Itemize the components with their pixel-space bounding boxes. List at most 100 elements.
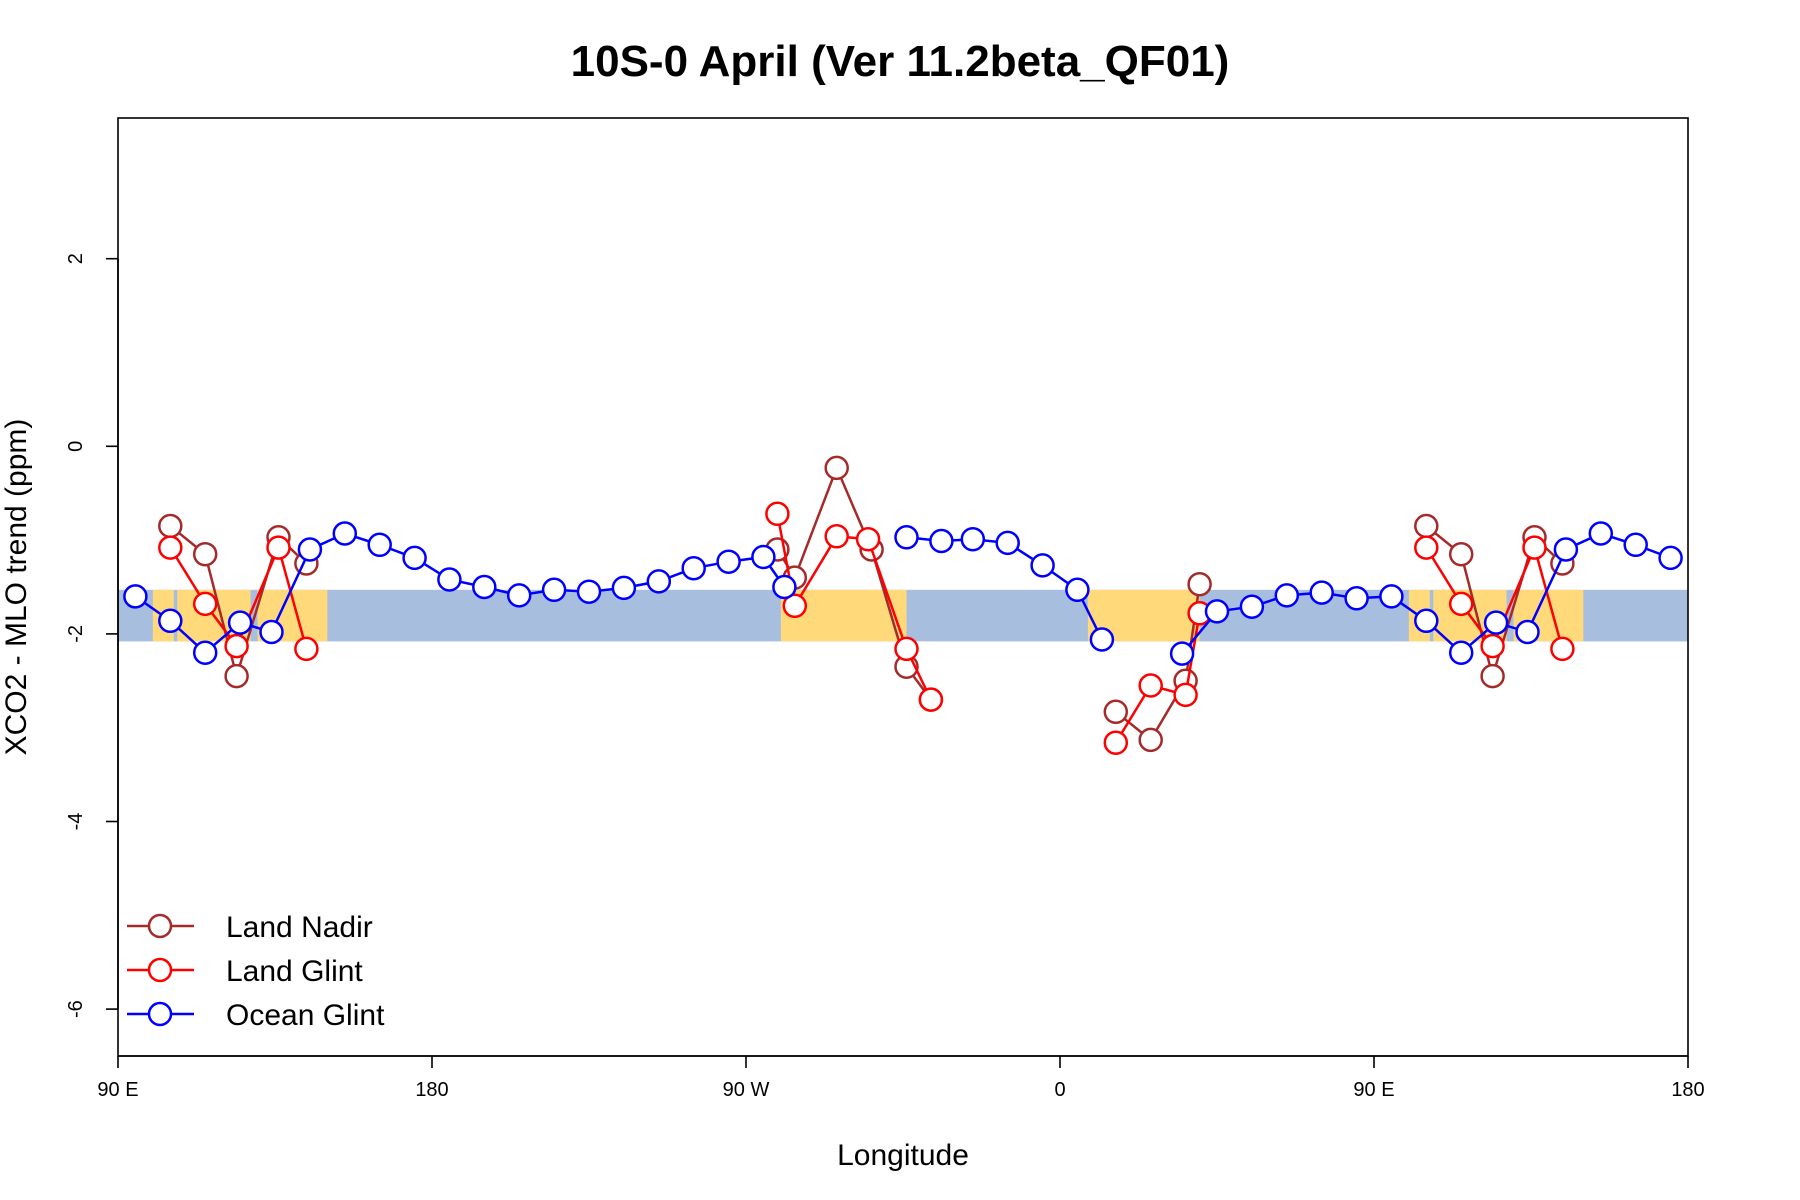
data-point xyxy=(1623,532,1648,558)
data-point xyxy=(541,577,567,603)
data-point xyxy=(1658,545,1683,571)
data-point xyxy=(1169,641,1195,666)
data-point xyxy=(1103,730,1129,755)
legend-marker-land-glint xyxy=(147,957,173,983)
data-point xyxy=(158,608,183,634)
data-point xyxy=(716,549,741,574)
data-point xyxy=(192,541,218,567)
data-point xyxy=(1204,599,1230,624)
data-point xyxy=(995,530,1020,556)
legend: Land Nadir Land Glint Ocean Glint xyxy=(127,911,385,1032)
data-point xyxy=(259,619,284,645)
data-point xyxy=(765,501,790,527)
data-point xyxy=(855,526,881,552)
data-point xyxy=(367,532,392,558)
series-ocean-glint xyxy=(123,521,1683,666)
x-tick-label: 0 xyxy=(1054,1079,1065,1101)
y-axis-title: XCO2 - MLO trend (ppm) xyxy=(0,419,33,756)
x-tick-label: 90 E xyxy=(97,1079,138,1101)
data-point xyxy=(1522,535,1547,560)
data-point xyxy=(929,528,954,554)
data-point xyxy=(1344,586,1369,611)
x-tick-label: 90 E xyxy=(1353,1079,1394,1101)
data-point xyxy=(1173,682,1198,708)
data-point xyxy=(1480,663,1505,689)
y-tick-label: -6 xyxy=(65,1000,87,1018)
data-point xyxy=(224,633,249,659)
x-tick-label: 90 W xyxy=(723,1079,770,1101)
data-point xyxy=(1448,640,1474,665)
data-point xyxy=(1187,571,1212,597)
y-tick-label: -2 xyxy=(65,625,87,643)
y-axis: 2 0 -2 -4 -6 xyxy=(65,253,119,1018)
data-point xyxy=(158,513,183,539)
data-point xyxy=(611,575,637,601)
data-point xyxy=(158,535,183,560)
data-point xyxy=(751,544,776,570)
data-point xyxy=(824,524,849,549)
data-point xyxy=(1588,521,1614,546)
data-point xyxy=(1550,636,1575,662)
legend-marker-ocean-glint xyxy=(147,1001,173,1027)
data-point xyxy=(1239,594,1265,619)
series-layer xyxy=(123,455,1683,755)
legend-label-ocean-glint: Ocean Glint xyxy=(226,999,385,1032)
legend-item-land-nadir: Land Nadir xyxy=(127,911,373,944)
data-point xyxy=(1483,610,1509,635)
data-point xyxy=(824,455,849,481)
data-point xyxy=(681,555,706,581)
data-point xyxy=(1138,727,1163,753)
data-point xyxy=(894,525,919,550)
data-point xyxy=(1138,673,1163,698)
data-point xyxy=(1448,541,1474,567)
data-point xyxy=(123,584,148,609)
y-tick-label: -4 xyxy=(65,813,87,831)
y-tick-label: 2 xyxy=(65,253,87,264)
data-point xyxy=(894,636,919,662)
legend-marker-land-nadir xyxy=(147,913,173,939)
data-point xyxy=(782,593,808,619)
data-point xyxy=(646,569,672,594)
data-point xyxy=(960,526,986,552)
x-tick-label: 180 xyxy=(415,1079,448,1101)
data-point xyxy=(1480,633,1505,659)
data-point xyxy=(192,591,218,617)
data-point xyxy=(1414,608,1439,634)
data-point xyxy=(472,574,497,600)
chart-title: 10S-0 April (Ver 11.2beta_QF01) xyxy=(571,37,1230,86)
data-point xyxy=(1309,580,1334,605)
data-point xyxy=(918,687,944,712)
legend-item-ocean-glint: Ocean Glint xyxy=(127,999,385,1032)
data-point xyxy=(437,567,462,592)
legend-item-land-glint: Land Glint xyxy=(127,955,363,988)
data-point xyxy=(1274,583,1300,608)
data-point xyxy=(772,574,797,600)
data-point xyxy=(266,535,291,560)
data-point xyxy=(1553,537,1579,562)
data-point xyxy=(332,521,358,546)
data-point xyxy=(224,663,249,689)
data-point xyxy=(576,579,602,604)
data-point xyxy=(1089,627,1115,652)
legend-label-land-glint: Land Glint xyxy=(226,955,363,988)
data-point xyxy=(402,545,427,571)
data-point xyxy=(1379,584,1404,609)
series-line xyxy=(1115,584,1201,742)
data-point xyxy=(1030,553,1055,578)
data-point xyxy=(227,610,253,635)
data-point xyxy=(1414,513,1439,539)
x-axis-title: Longitude xyxy=(837,1139,969,1172)
data-point xyxy=(192,640,218,665)
y-tick-label: 0 xyxy=(65,441,87,452)
series-land-glint xyxy=(158,501,1575,755)
data-point xyxy=(1448,591,1474,617)
data-point xyxy=(1065,577,1090,603)
data-point xyxy=(506,583,532,608)
data-point xyxy=(1515,619,1540,645)
x-axis: 90 E 180 90 W 0 90 E 180 xyxy=(97,1055,1705,1101)
legend-label-land-nadir: Land Nadir xyxy=(226,911,373,944)
x-tick-label: 180 xyxy=(1671,1079,1704,1101)
data-point xyxy=(1103,699,1129,725)
